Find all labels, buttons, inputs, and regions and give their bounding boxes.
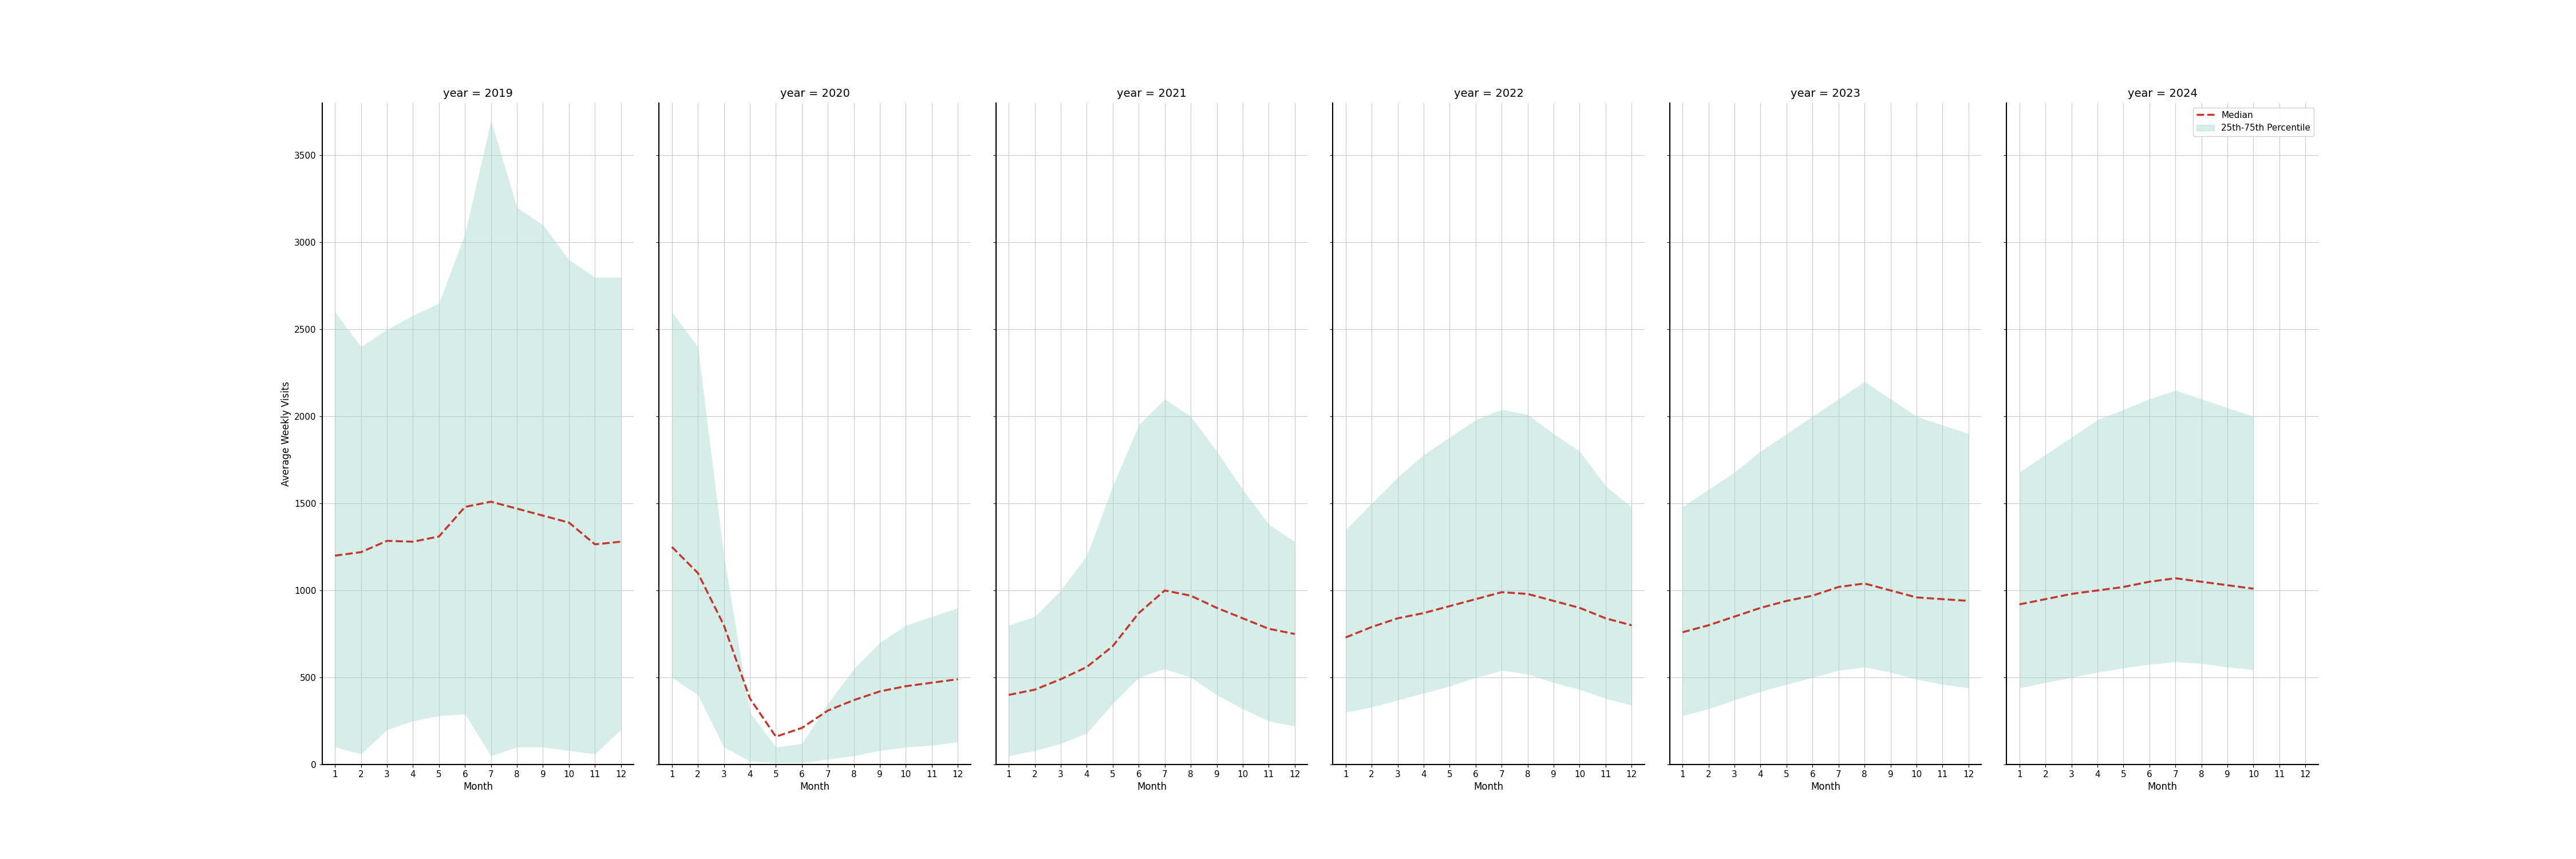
Title: year = 2024: year = 2024 — [2128, 88, 2197, 99]
X-axis label: Month: Month — [801, 782, 829, 792]
Title: year = 2019: year = 2019 — [443, 88, 513, 99]
X-axis label: Month: Month — [464, 782, 492, 792]
X-axis label: Month: Month — [1136, 782, 1167, 792]
X-axis label: Month: Month — [1811, 782, 1839, 792]
Legend: Median, 25th-75th Percentile: Median, 25th-75th Percentile — [2192, 107, 2313, 136]
Y-axis label: Average Weekly Visits: Average Weekly Visits — [281, 381, 291, 486]
Title: year = 2022: year = 2022 — [1453, 88, 1522, 99]
Title: year = 2020: year = 2020 — [781, 88, 850, 99]
X-axis label: Month: Month — [1473, 782, 1504, 792]
Title: year = 2023: year = 2023 — [1790, 88, 1860, 99]
Title: year = 2021: year = 2021 — [1118, 88, 1188, 99]
X-axis label: Month: Month — [2148, 782, 2177, 792]
